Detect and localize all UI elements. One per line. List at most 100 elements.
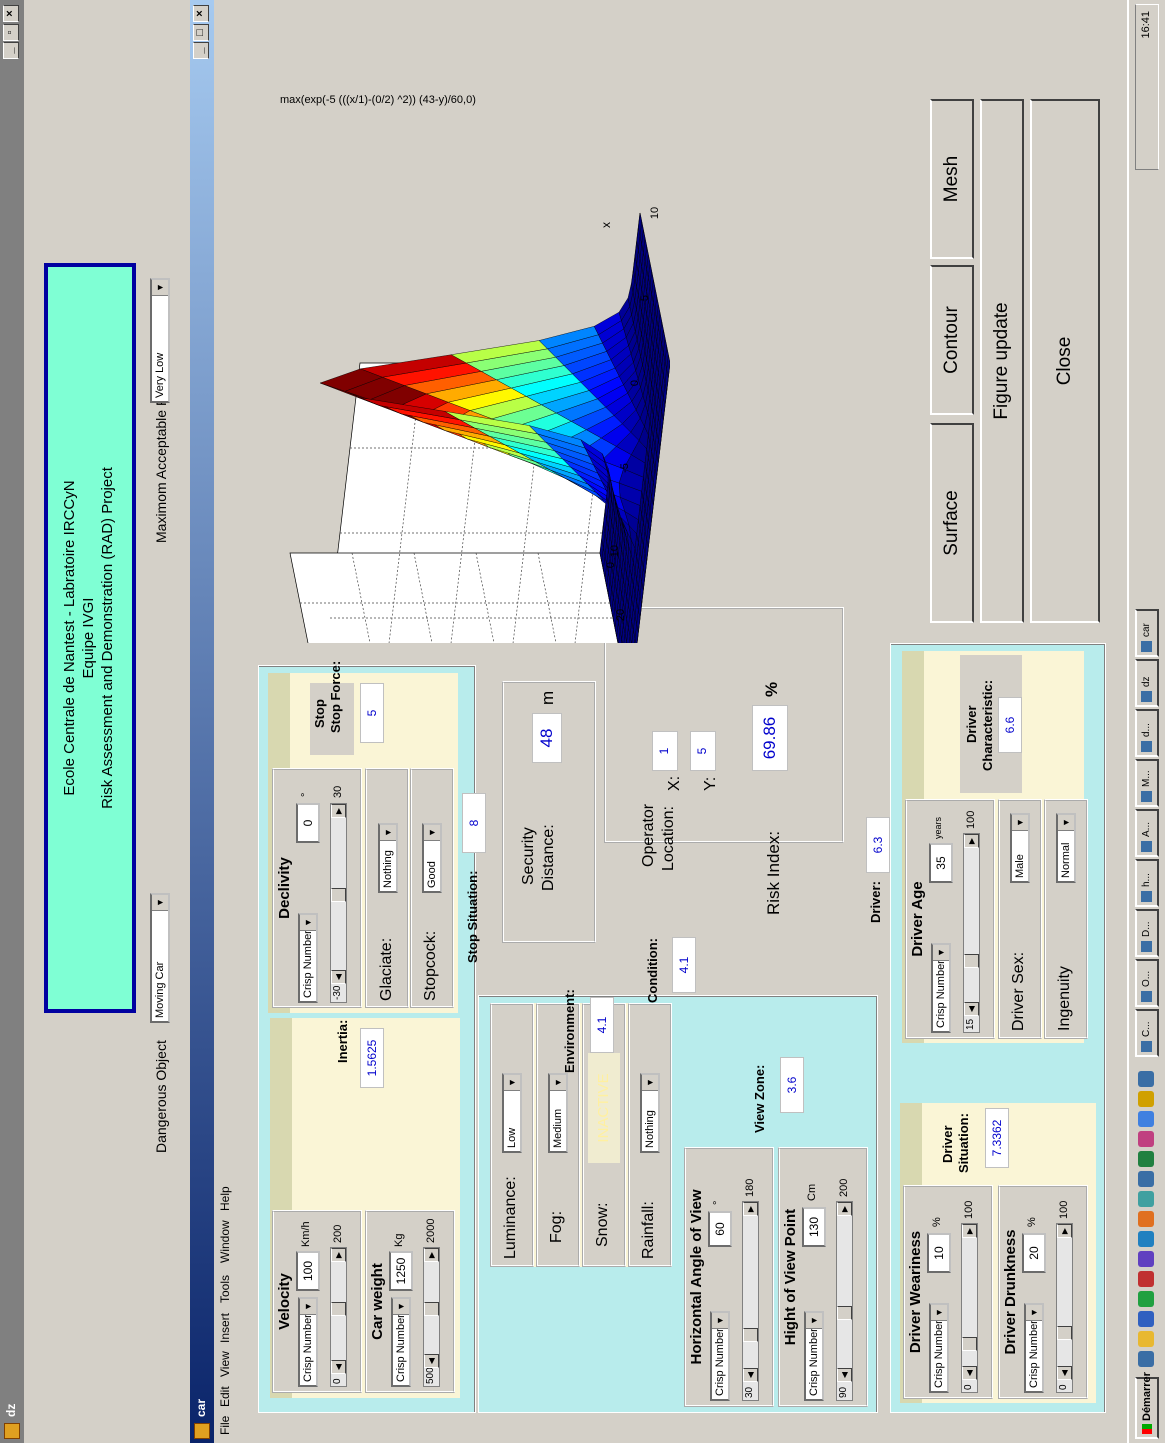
mesh-button[interactable]: Mesh	[930, 99, 974, 259]
glaciate-select[interactable]: Nothing ▼	[378, 823, 398, 893]
hpoint-slider[interactable]: 90 ◀ ▶	[836, 1201, 853, 1401]
inertia-value: 1.5625	[360, 1028, 384, 1088]
age-unit: years	[933, 817, 943, 839]
ie-icon[interactable]	[1138, 1351, 1154, 1367]
hangle-unit: °	[712, 1201, 724, 1205]
x-tick-label: -5	[619, 463, 631, 473]
arrow-right-icon: ▶	[964, 834, 979, 848]
app-icon-access[interactable]	[1138, 1131, 1154, 1147]
luminance-select[interactable]: Low ▼	[502, 1073, 522, 1153]
menu-insert[interactable]: Insert	[218, 1313, 232, 1343]
menu-view[interactable]: View	[218, 1351, 232, 1377]
menu-tools[interactable]: Tools	[218, 1275, 232, 1303]
arrow-right-icon: ▶	[1057, 1224, 1072, 1238]
app-icon-yellow[interactable]	[1138, 1091, 1154, 1107]
task-button-8[interactable]: dz	[1135, 659, 1159, 707]
app-icon-outlook[interactable]	[1138, 1111, 1154, 1127]
arrow-right-icon: ▶	[424, 1248, 439, 1262]
declivity-input[interactable]: 0	[296, 803, 320, 843]
y-tick-label: 0	[605, 562, 617, 568]
menu-help[interactable]: Help	[218, 1186, 232, 1211]
hangle-mode-select[interactable]: Crisp Number ▼	[710, 1311, 730, 1401]
app-icon-network[interactable]	[1138, 1071, 1154, 1087]
menu-file[interactable]: File	[218, 1416, 232, 1435]
environment-value: 4.1	[590, 997, 614, 1053]
ingenuity-select[interactable]: Normal ▼	[1056, 813, 1076, 883]
menu-window[interactable]: Window	[218, 1220, 232, 1263]
contour-button[interactable]: Contour	[930, 265, 974, 415]
task-button-9[interactable]: car	[1135, 609, 1159, 657]
dangerous-object-select[interactable]: Moving Car ▼	[150, 893, 170, 1023]
weight-input[interactable]: 1250	[389, 1251, 413, 1291]
task-button-3[interactable]: D...	[1135, 909, 1159, 957]
app-icon-orange[interactable]	[1138, 1211, 1154, 1227]
drunkness-slider[interactable]: 0 ◀ ▶	[1056, 1223, 1073, 1393]
banner-line-2: Equipe IVGI	[79, 267, 98, 1009]
sex-select[interactable]: Male ▼	[1010, 813, 1030, 883]
start-button[interactable]: Démarrer	[1135, 1377, 1159, 1439]
environment-label: Environment:	[562, 989, 577, 1073]
weariness-mode-select[interactable]: Crisp Number ▼	[929, 1303, 949, 1393]
app-icon-word[interactable]	[1138, 1171, 1154, 1187]
fog-select[interactable]: Medium ▼	[548, 1073, 568, 1153]
figure-update-button[interactable]: Figure update	[980, 99, 1024, 623]
folder-icon[interactable]	[1138, 1331, 1154, 1347]
clock: 16:41	[1140, 11, 1152, 39]
hangle-input[interactable]: 60	[708, 1211, 732, 1247]
app-icon-purple[interactable]	[1138, 1251, 1154, 1267]
figure-minimize-icon[interactable]: _	[193, 42, 209, 59]
surface-button[interactable]: Surface	[930, 423, 974, 623]
weight-title: Car weight	[369, 1210, 386, 1393]
operator-x-label: X:	[666, 776, 684, 791]
age-input[interactable]: 35	[929, 843, 953, 883]
velocity-mode-select[interactable]: Crisp Number ▼	[298, 1297, 318, 1387]
age-mode-select[interactable]: Crisp Number ▼	[931, 943, 951, 1033]
task-button-7[interactable]: d...	[1135, 709, 1159, 757]
figure-maximize-icon[interactable]: □	[193, 24, 209, 41]
hpoint-mode-select[interactable]: Crisp Number ▼	[804, 1311, 824, 1401]
menu-edit[interactable]: Edit	[218, 1386, 232, 1407]
weariness-slider[interactable]: 0 ◀ ▶	[961, 1223, 978, 1393]
task-button-1[interactable]: C...	[1135, 1009, 1159, 1057]
declivity-slider[interactable]: -30 ◀ ▶	[330, 803, 347, 1003]
app-icon-red[interactable]	[1138, 1271, 1154, 1287]
age-slider[interactable]: 15 ◀ ▶	[963, 833, 980, 1033]
declivity-mode-select[interactable]: Crisp Number ▼	[298, 913, 318, 1003]
driver-char-label-2: Characteristic:	[980, 680, 995, 771]
drunkness-input[interactable]: 20	[1022, 1233, 1046, 1273]
app-icon-green[interactable]	[1138, 1291, 1154, 1307]
rainfall-select[interactable]: Nothing ▼	[640, 1073, 660, 1153]
weight-mode-select[interactable]: Crisp Number ▼	[391, 1297, 411, 1387]
desktop-icon[interactable]	[1138, 1311, 1154, 1327]
app-icon-blue[interactable]	[1138, 1231, 1154, 1247]
close-icon[interactable]: ×	[3, 5, 19, 22]
velocity-slider[interactable]: 0 ◀ ▶	[330, 1247, 347, 1387]
chevron-down-icon: ▼	[1026, 1305, 1042, 1321]
task-button-6[interactable]: M...	[1135, 759, 1159, 807]
driver-value: 6.3	[866, 817, 890, 873]
task-button-2[interactable]: O...	[1135, 959, 1159, 1007]
max-risk-select[interactable]: Very Low ▼	[150, 278, 170, 403]
figure-close-icon[interactable]: ×	[193, 5, 209, 22]
restore-icon[interactable]: ▫	[3, 24, 19, 41]
app-icon-teal[interactable]	[1138, 1191, 1154, 1207]
app-icon-excel[interactable]	[1138, 1151, 1154, 1167]
velocity-input[interactable]: 100	[296, 1251, 320, 1291]
hpoint-input[interactable]: 130	[802, 1207, 826, 1247]
close-button[interactable]: Close	[1030, 99, 1100, 623]
stopcock-select[interactable]: Good ▼	[422, 823, 442, 893]
task-button-4[interactable]: h...	[1135, 859, 1159, 907]
chevron-down-icon: ▼	[1012, 815, 1028, 831]
declivity-unit: °	[300, 793, 312, 797]
banner-line-1: Ecole Centrale de Nantest - Labratoire I…	[60, 267, 79, 1009]
drunkness-mode-select[interactable]: Crisp Number ▼	[1024, 1303, 1044, 1393]
weariness-input[interactable]: 10	[927, 1233, 951, 1273]
security-unit: m	[538, 691, 558, 705]
weight-slider[interactable]: 500 ◀ ▶	[423, 1247, 440, 1387]
driver-situation-value: 7.3362	[985, 1108, 1009, 1168]
hangle-slider[interactable]: 30 ◀ ▶	[742, 1201, 759, 1401]
velocity-slider-thumb	[331, 1302, 346, 1316]
minimize-icon[interactable]: _	[3, 42, 19, 59]
task-button-5[interactable]: A...	[1135, 809, 1159, 857]
